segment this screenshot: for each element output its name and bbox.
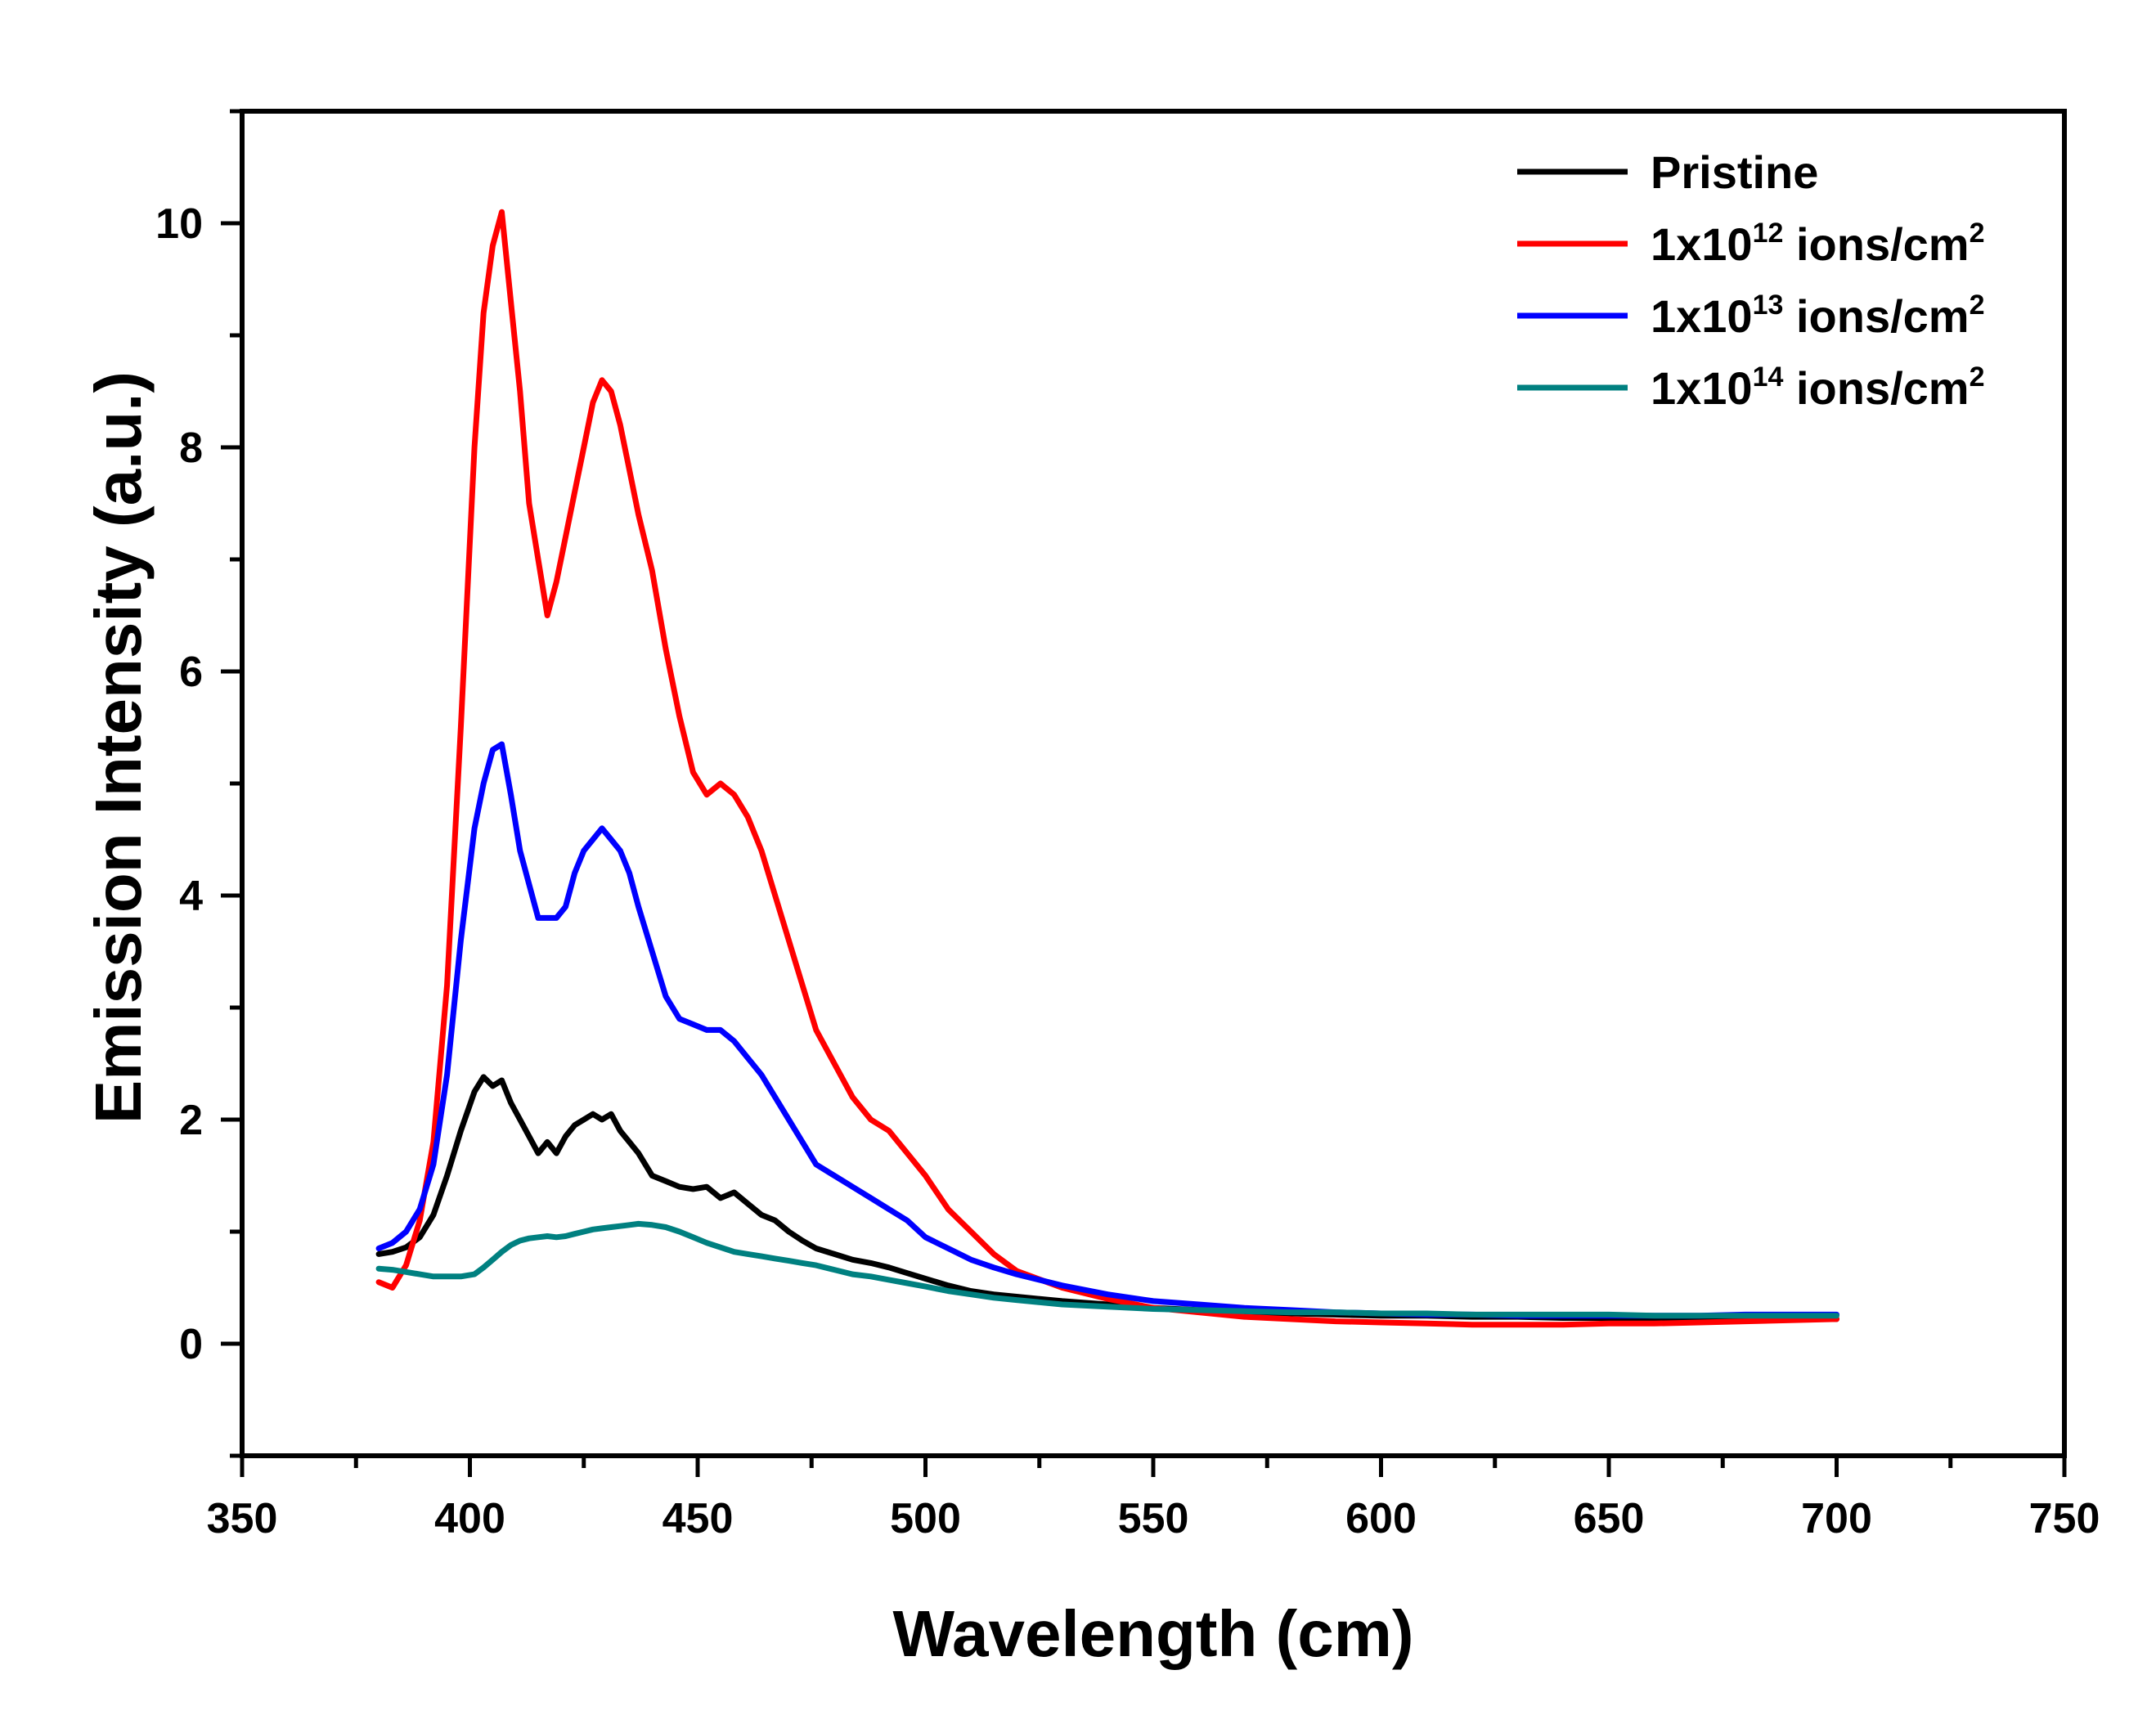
y-axis: 0 2 4 6 8 10 — [155, 109, 242, 1458]
x-tick-label: 450 — [663, 1495, 734, 1542]
legend-item-4: 1x1014 ions/cm2 — [1517, 361, 1985, 414]
legend-item-3: 1x1013 ions/cm2 — [1517, 290, 1985, 342]
x-axis-title: Wavelength (cm) — [892, 1597, 1413, 1670]
y-tick-label: 0 — [179, 1321, 203, 1368]
legend-label-exponent: 14 — [1753, 361, 1784, 393]
x-tick-label: 600 — [1345, 1495, 1417, 1542]
x-tick-label: 550 — [1118, 1495, 1189, 1542]
y-tick-label: 8 — [179, 424, 203, 472]
y-tick-label: 6 — [179, 649, 203, 696]
y-tick-label: 4 — [179, 873, 203, 920]
legend-label: 1x1012 ions/cm2 — [1651, 218, 1985, 270]
legend-label-main: 1x10 — [1651, 218, 1753, 270]
y-axis-title: Emission Intensity (a.u.) — [82, 371, 155, 1124]
legend-label: Pristine — [1651, 146, 1818, 198]
y-tick-label: 2 — [179, 1097, 203, 1144]
legend-label-unit-exponent: 2 — [1970, 361, 1985, 393]
legend-label: 1x1014 ions/cm2 — [1651, 361, 1985, 414]
x-tick-label: 750 — [2029, 1495, 2100, 1542]
series-line-2 — [375, 209, 1839, 1328]
x-tick-label: 500 — [890, 1495, 961, 1542]
legend-label-unit: ions/cm — [1783, 218, 1969, 270]
x-tick-label: 350 — [207, 1495, 278, 1542]
y-tick-label: 10 — [155, 200, 203, 248]
x-tick-label: 650 — [1574, 1495, 1645, 1542]
legend-item-1: Pristine — [1517, 146, 1818, 198]
legend-item-2: 1x1012 ions/cm2 — [1517, 218, 1985, 270]
legend-label-main: Pristine — [1651, 146, 1818, 198]
legend-label-unit: ions/cm — [1783, 290, 1969, 342]
legend-label: 1x1013 ions/cm2 — [1651, 290, 1985, 342]
x-tick-label: 400 — [434, 1495, 505, 1542]
x-tick-label: 700 — [1801, 1495, 1872, 1542]
x-axis: 350 400 450 500 550 600 650 700 750 — [207, 1456, 2100, 1542]
legend-label-exponent: 13 — [1753, 290, 1784, 321]
legend-label-unit: ions/cm — [1783, 362, 1969, 414]
legend-label-main: 1x10 — [1651, 362, 1753, 414]
legend-label-main: 1x10 — [1651, 290, 1753, 342]
series-line-1 — [375, 1074, 1839, 1322]
legend-label-unit-exponent: 2 — [1970, 290, 1985, 321]
series-line-4 — [375, 1220, 1839, 1319]
legend-label-unit-exponent: 2 — [1970, 218, 1985, 249]
series-layer — [375, 209, 1839, 1328]
legend-label-exponent: 12 — [1753, 218, 1784, 249]
